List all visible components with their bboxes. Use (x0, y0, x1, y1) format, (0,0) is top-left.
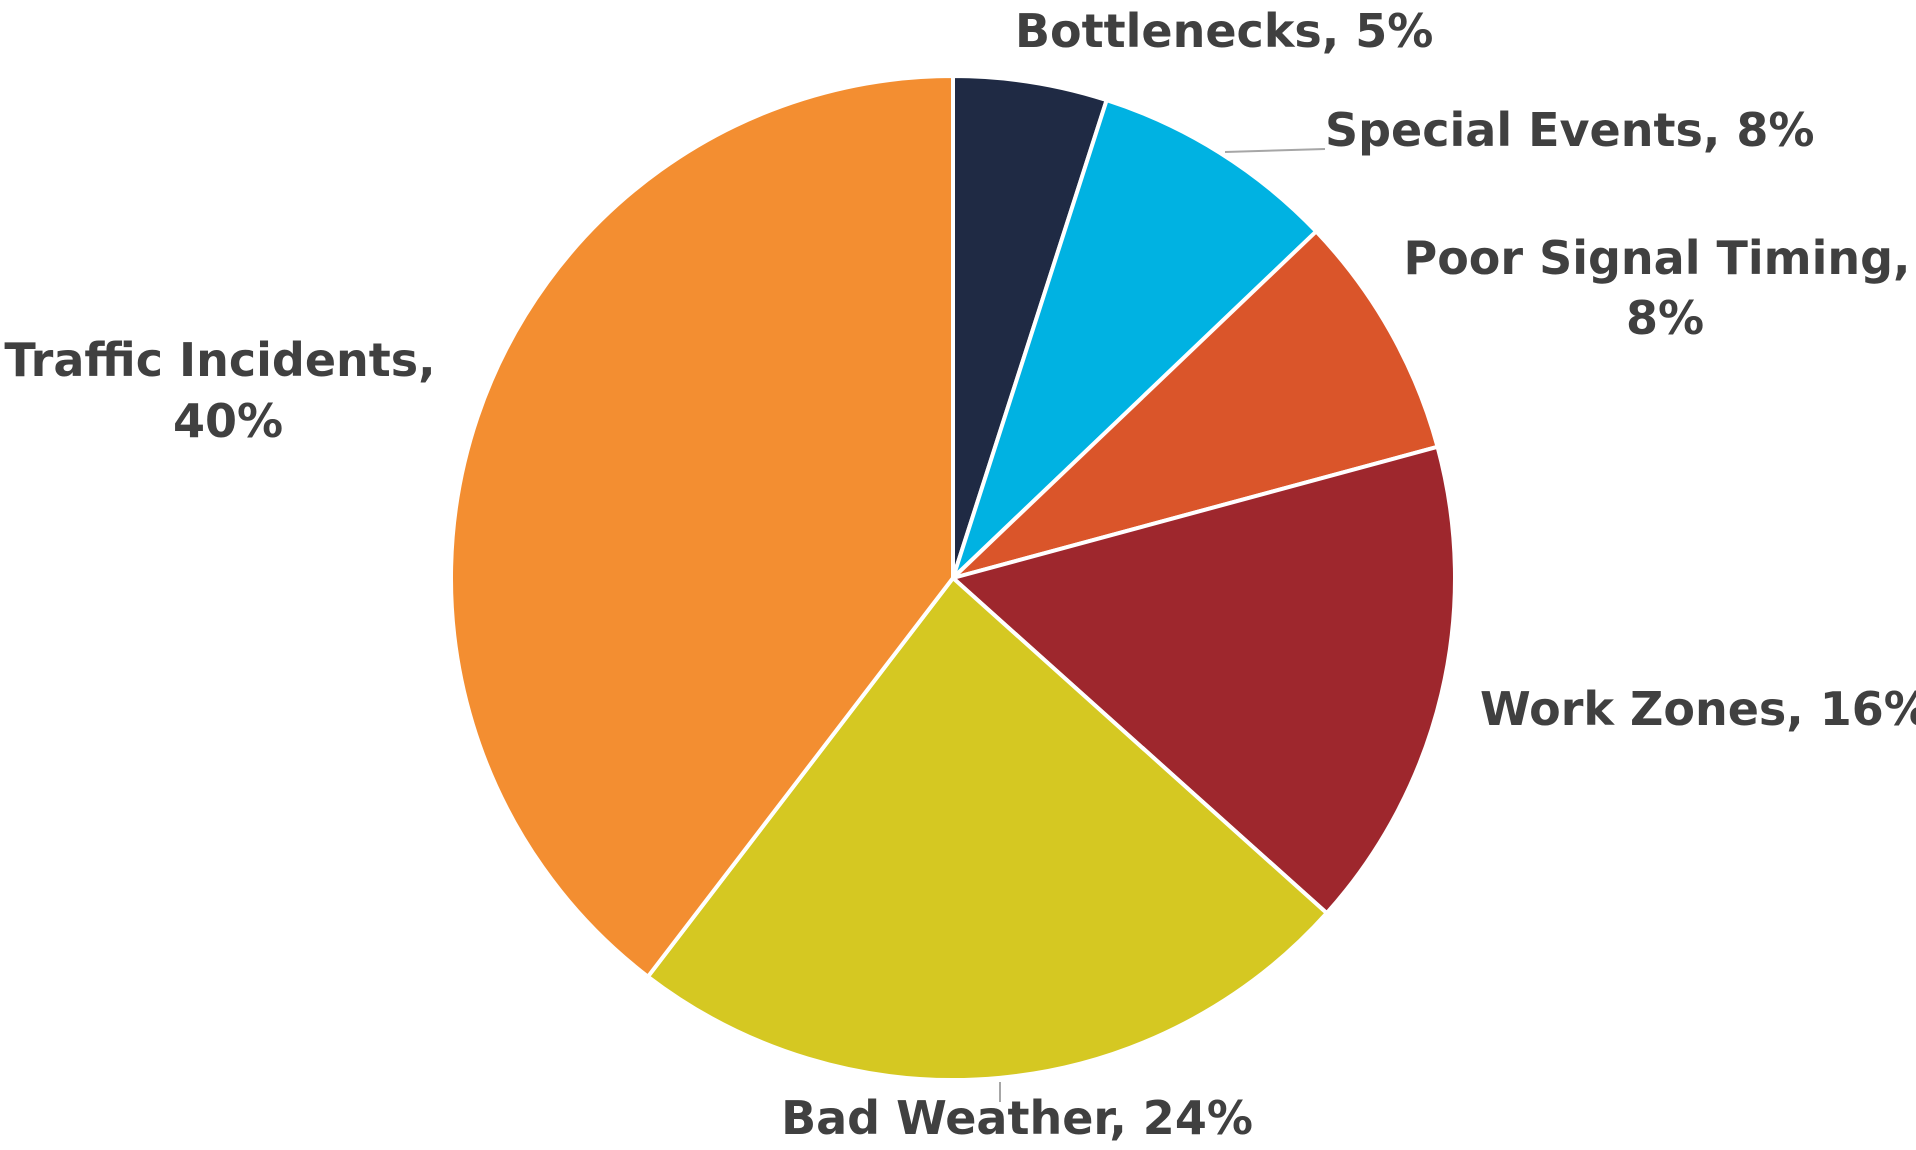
pie-slice-poor-signal-timing (951, 229, 1440, 580)
leader-lines (999, 148, 1326, 1102)
leader-line-special-events (1224, 148, 1326, 153)
pie-slice-bad-weather (645, 576, 1329, 1082)
pie-slice-special-events (951, 98, 1319, 580)
pie-slice-traffic-incidents (449, 74, 955, 979)
data-label-poor-signal-timing: Poor Signal Timing, 8% (1403, 231, 1916, 345)
data-label-bottlenecks: Bottlenecks, 5% (1015, 4, 1433, 58)
data-label-work-zones: Work Zones, 16% (1480, 682, 1916, 736)
data-label-traffic-incidents: Traffic Incidents, 40% (4, 333, 451, 448)
data-label-bad-weather: Bad Weather, 24% (781, 1091, 1253, 1145)
pie-slices (449, 74, 1457, 1082)
pie-slice-work-zones (951, 444, 1457, 916)
data-label-special-events: Special Events, 8% (1325, 103, 1814, 157)
